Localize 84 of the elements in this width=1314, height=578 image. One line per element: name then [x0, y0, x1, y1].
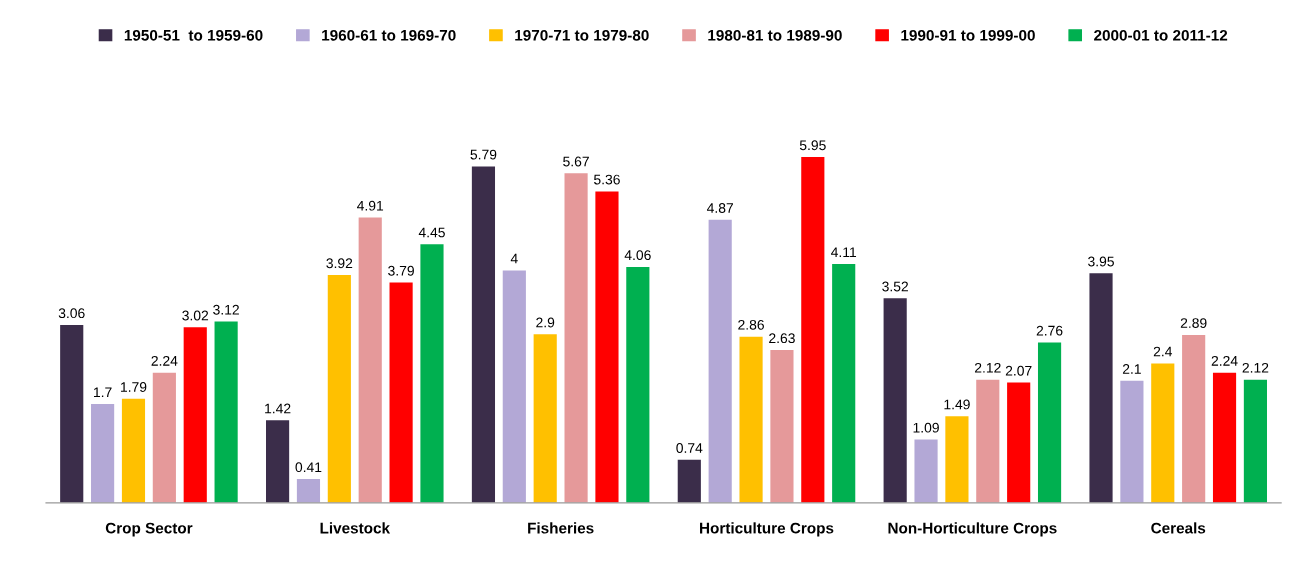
- bar: [883, 298, 907, 503]
- bar: [677, 459, 701, 503]
- data-label: 4.91: [357, 200, 384, 211]
- data-label: 2.9: [536, 317, 555, 328]
- legend-label: 1950-51 to 1959-60: [124, 29, 263, 41]
- data-label: 5.79: [470, 149, 497, 160]
- bar: [976, 379, 1000, 503]
- data-label: 3.06: [58, 308, 85, 319]
- data-label: 4.06: [624, 250, 651, 261]
- data-label: 1.42: [265, 403, 291, 414]
- data-label: 2.4: [1153, 346, 1173, 357]
- data-label: 4.87: [706, 203, 733, 213]
- bar: [770, 350, 794, 503]
- data-label: 4: [510, 253, 518, 264]
- x-tick-label: Cereals: [1151, 522, 1206, 534]
- bar: [1243, 379, 1267, 503]
- data-label: 0.41: [295, 462, 322, 473]
- data-label: 2.86: [738, 319, 764, 330]
- bar: [708, 219, 732, 503]
- data-label: 3.12: [213, 304, 239, 315]
- legend-label: 1990-91 to 1999-00: [901, 29, 1035, 41]
- legend-label: 1980-81 to 1989-90: [708, 29, 842, 41]
- bar: [152, 372, 176, 503]
- bar: [832, 264, 856, 503]
- bar: [296, 479, 321, 503]
- bar: [945, 416, 969, 503]
- data-label: 2.1: [1122, 364, 1141, 374]
- data-label: 3.92: [326, 258, 353, 269]
- bar: [183, 327, 207, 503]
- x-tick-label: Non-Horticulture Crops: [888, 522, 1057, 537]
- bar: [533, 334, 557, 503]
- data-label: 2.07: [1005, 365, 1032, 376]
- bar: [266, 420, 290, 503]
- x-tick-label: Livestock: [320, 522, 391, 534]
- bar: [1007, 382, 1031, 503]
- data-label: 0.74: [676, 443, 703, 453]
- bar: [214, 321, 238, 503]
- data-label: 1.49: [944, 399, 970, 410]
- data-label: 2.12: [974, 362, 1001, 373]
- bar: [1182, 334, 1206, 503]
- data-label: 1.79: [121, 382, 147, 392]
- bar: [502, 270, 526, 503]
- data-label: 1.09: [913, 422, 939, 433]
- bar: [121, 398, 146, 503]
- bar: [595, 191, 619, 503]
- data-label: 4.11: [831, 247, 857, 257]
- bar: [60, 325, 84, 503]
- data-label: 2.63: [769, 333, 795, 344]
- data-label: 3.79: [388, 265, 414, 276]
- bar: [420, 244, 444, 503]
- data-label: 2.24: [151, 355, 178, 366]
- bar: [1037, 342, 1062, 503]
- x-tick-label: Horticulture Crops: [700, 522, 834, 537]
- data-label: 5.36: [594, 174, 620, 185]
- bar: [91, 404, 115, 503]
- data-label: 2.76: [1036, 325, 1063, 336]
- bar: [564, 173, 588, 503]
- data-label: 5.95: [799, 140, 826, 151]
- bar: [358, 217, 382, 503]
- x-tick-label: Fisheries: [528, 522, 594, 534]
- bar: [801, 157, 825, 503]
- data-label: 3.95: [1088, 256, 1114, 267]
- bar: [739, 336, 763, 503]
- data-label: 3.52: [882, 281, 908, 292]
- x-tick-label: Crop Sector: [105, 522, 193, 537]
- data-label: 2.89: [1180, 318, 1207, 328]
- data-label: 5.67: [563, 156, 589, 167]
- legend-label: 2000-01 to 2011-12: [1094, 29, 1228, 41]
- bar: [327, 275, 351, 503]
- data-label: 4.45: [418, 227, 445, 238]
- legend-label: 1960-61 to 1969-70: [322, 29, 456, 41]
- bar: [1120, 380, 1144, 503]
- data-label: 2.24: [1211, 355, 1238, 366]
- bar: [1151, 363, 1175, 503]
- bar: [626, 266, 650, 503]
- bar: [471, 166, 496, 503]
- bar: [389, 282, 413, 503]
- data-label: 1.7: [94, 387, 112, 398]
- data-label: 2.12: [1242, 362, 1269, 373]
- bar: [1089, 273, 1113, 503]
- legend-label: 1970-71 to 1979-80: [515, 29, 649, 41]
- data-label: 3.02: [182, 310, 209, 321]
- bar: [914, 439, 938, 503]
- bar: [1212, 372, 1237, 503]
